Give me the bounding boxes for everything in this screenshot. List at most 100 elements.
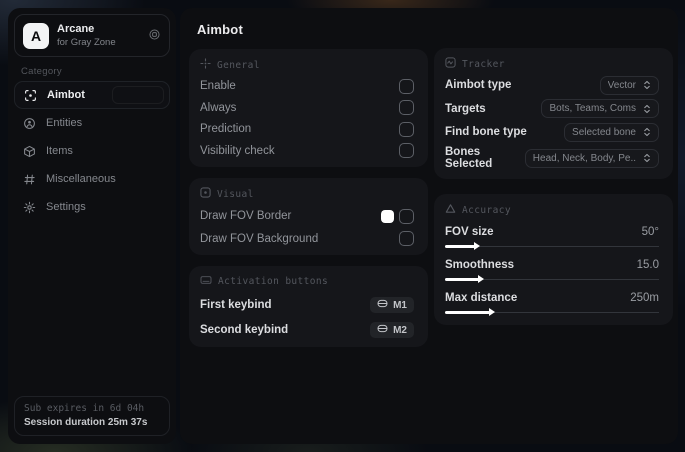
activity-icon: [445, 57, 456, 71]
accuracy-card: Accuracy FOV size 50° Smoothness 15.0 Ma…: [434, 194, 673, 325]
always-checkbox[interactable]: [399, 100, 414, 115]
fov-size-slider[interactable]: [445, 242, 659, 250]
setting-row: Enable: [200, 78, 414, 94]
sidebar-item-entities[interactable]: Entities: [14, 109, 170, 137]
find-bone-type-label: Find bone type: [445, 126, 527, 138]
activation-header-label: Activation buttons: [218, 276, 329, 287]
visual-header-label: Visual: [217, 188, 254, 200]
accuracy-header: Accuracy: [445, 203, 659, 217]
unfold-icon: [643, 80, 651, 90]
crosshair-icon: [24, 89, 37, 102]
draw-fov-background-checkbox[interactable]: [399, 231, 414, 246]
smoothness-slider[interactable]: [445, 275, 659, 283]
general-card: General Enable Always Prediction Visibil…: [189, 49, 428, 167]
fov-border-color-swatch[interactable]: [381, 209, 394, 223]
setting-row: Always: [200, 100, 414, 115]
fov-size-value: 50°: [641, 226, 659, 238]
app-logo-letter: A: [30, 27, 42, 44]
app-logo: A: [23, 22, 49, 49]
setting-row: Second keybind M2: [200, 322, 414, 338]
first-keybind-button[interactable]: M1: [370, 297, 414, 313]
setting-row: First keybind M1: [200, 297, 414, 313]
accuracy-header-label: Accuracy: [462, 204, 511, 216]
setting-row: Visibility check: [200, 143, 414, 158]
session-duration-text: Session duration 25m 37s: [24, 417, 148, 428]
circle-target-icon: [148, 28, 161, 44]
setting-row: Find bone type Selected bone: [445, 122, 659, 142]
unfold-icon: [643, 127, 651, 137]
brand-text: Arcane for Gray Zone: [57, 23, 116, 49]
category-label: Category: [21, 66, 62, 77]
setting-row: Draw FOV Background: [200, 231, 414, 246]
mouse-icon: [377, 299, 388, 311]
visual-header: Visual: [200, 187, 414, 201]
max-distance-value: 250m: [630, 292, 659, 304]
first-keybind-label: First keybind: [200, 299, 272, 311]
draw-fov-border-checkbox[interactable]: [399, 208, 414, 224]
find-bone-type-value: Selected bone: [572, 126, 636, 138]
enable-checkbox[interactable]: [399, 78, 414, 94]
enable-label: Enable: [200, 80, 236, 92]
sidebar: A Arcane for Gray Zone Category Aimbot E…: [8, 8, 176, 444]
setting-row: Bones Selected Head, Neck, Body, Pe..: [445, 146, 659, 170]
sidebar-item-label: Miscellaneous: [46, 173, 116, 185]
visibility-check-checkbox[interactable]: [399, 143, 414, 158]
bones-selected-label: Bones Selected: [445, 146, 493, 170]
smoothness-slider-fill[interactable]: [445, 275, 485, 283]
aimbot-type-select[interactable]: Vector: [599, 75, 659, 95]
draw-fov-border-label: Draw FOV Border: [200, 210, 292, 222]
prediction-checkbox[interactable]: [399, 121, 414, 137]
triangle-icon: [445, 203, 456, 217]
aimbot-type-label: Aimbot type: [445, 79, 512, 91]
setting-row: Targets Bots, Teams, Coms: [445, 99, 659, 118]
sidebar-item-label: Settings: [46, 201, 86, 213]
aimbot-type-value: Vector: [607, 79, 636, 91]
slider-row: Smoothness 15.0: [445, 259, 659, 283]
ghost-highlight: [112, 86, 164, 104]
always-label: Always: [200, 101, 237, 114]
sidebar-item-aimbot[interactable]: Aimbot: [14, 81, 170, 109]
setting-row: Aimbot type Vector: [445, 75, 659, 95]
slider-row: Max distance 250m: [445, 292, 659, 316]
visual-card: Visual Draw FOV Border Draw FOV Backgrou…: [189, 178, 428, 255]
setting-row: Prediction: [200, 121, 414, 137]
find-bone-type-select[interactable]: Selected bone: [564, 122, 659, 142]
second-keybind-value: M2: [393, 324, 407, 336]
targets-value: Bots, Teams, Coms: [549, 103, 636, 114]
bones-selected-select[interactable]: Head, Neck, Body, Pe..: [524, 148, 659, 168]
tracker-header-label: Tracker: [462, 58, 505, 70]
image-icon: [200, 187, 211, 201]
account-settings-button[interactable]: [148, 28, 161, 44]
sub-expires-text: Sub expires in 6d 04h: [24, 403, 145, 414]
max-distance-slider-fill[interactable]: [445, 308, 495, 316]
fov-size-slider-fill[interactable]: [445, 242, 480, 250]
activation-header: Activation buttons: [200, 275, 414, 288]
tracker-card: Tracker Aimbot type Vector Targets Bots,…: [434, 48, 673, 179]
activation-buttons-card: Activation buttons First keybind M1 Seco…: [189, 266, 428, 347]
general-header: General: [200, 58, 414, 72]
general-header-label: General: [217, 59, 260, 71]
tracker-header: Tracker: [445, 57, 659, 71]
smoothness-value: 15.0: [636, 259, 659, 271]
first-keybind-value: M1: [393, 299, 407, 311]
fov-size-label: FOV size: [445, 226, 494, 238]
fov-border-controls: [381, 208, 414, 224]
draw-fov-background-label: Draw FOV Background: [200, 232, 319, 245]
sidebar-item-settings[interactable]: Settings: [14, 193, 170, 221]
app-subtitle: for Gray Zone: [57, 36, 116, 48]
targets-select[interactable]: Bots, Teams, Coms: [541, 99, 659, 118]
max-distance-slider[interactable]: [445, 308, 659, 316]
mouse-icon: [377, 324, 388, 336]
max-distance-label: Max distance: [445, 292, 518, 304]
subscription-status-card: Sub expires in 6d 04h Session duration 2…: [14, 396, 170, 436]
second-keybind-button[interactable]: M2: [370, 322, 414, 338]
bones-selected-value: Head, Neck, Body, Pe..: [532, 152, 636, 164]
sidebar-item-label: Entities: [46, 117, 83, 129]
sidebar-item-label: Items: [46, 145, 73, 157]
unfold-icon: [643, 104, 651, 114]
sidebar-item-label: Aimbot: [47, 89, 85, 101]
sidebar-nav: Aimbot Entities Items Miscellaneous S: [14, 81, 170, 221]
sidebar-item-items[interactable]: Items: [14, 137, 170, 165]
brand-card: A Arcane for Gray Zone: [14, 14, 170, 57]
sidebar-item-miscellaneous[interactable]: Miscellaneous: [14, 165, 170, 193]
